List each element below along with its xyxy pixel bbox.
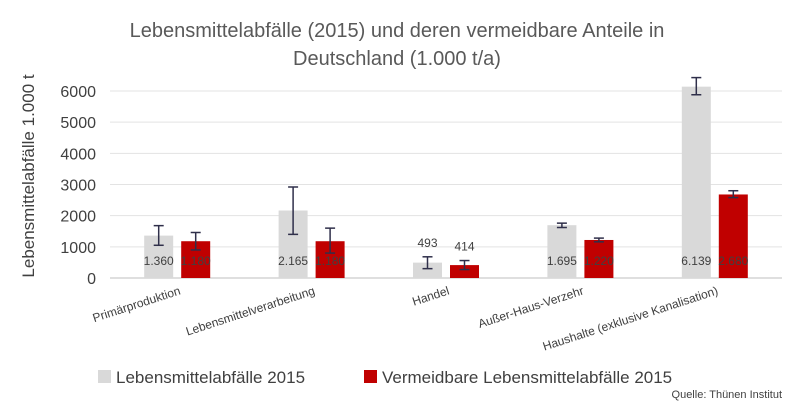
data-label-avoidable-1: 1.180 <box>315 254 345 268</box>
y-axis-ticks: 0 1000 2000 3000 4000 5000 6000 <box>60 84 96 288</box>
y-tick-label-6000: 6000 <box>60 84 96 101</box>
bar-avoidable-4 <box>718 194 748 278</box>
y-tick-label-1000: 1000 <box>60 240 96 257</box>
x-tick-label-0: Primärproduktion <box>91 284 182 326</box>
data-label-avoidable-2: 414 <box>454 240 474 254</box>
source-note: Quelle: Thünen Institut <box>672 389 782 401</box>
error-bars <box>153 76 739 271</box>
y-axis-label: Lebensmittelabfälle 1.000 t <box>19 74 38 277</box>
x-tick-label-3: Außer-Haus-Verzehr <box>476 284 585 331</box>
data-label-total-3: 1.695 <box>547 254 577 268</box>
legend-swatch-total <box>98 370 111 383</box>
legend: Lebensmittelabfälle 2015 Vermeidbare Leb… <box>98 368 672 387</box>
bar-total-4 <box>681 86 711 278</box>
y-tick-label-3000: 3000 <box>60 178 96 195</box>
y-tick-label-4000: 4000 <box>60 146 96 163</box>
data-label-total-2: 493 <box>417 236 437 250</box>
legend-swatch-avoidable <box>364 370 377 383</box>
x-tick-label-2: Handel <box>410 284 450 309</box>
data-label-total-1: 2.165 <box>278 254 308 268</box>
bar-total-3 <box>547 225 577 278</box>
data-label-avoidable-4: 2.680 <box>718 254 748 268</box>
data-label-avoidable-3: 1.220 <box>584 254 614 268</box>
gridlines <box>110 90 782 279</box>
bar-total-2 <box>413 262 442 278</box>
x-axis-ticks: Primärproduktion Lebensmittelverarbeitung… <box>91 284 720 354</box>
data-label-total-4: 6.139 <box>681 254 711 268</box>
data-labels: 1.360 1.180 2.165 1.180 493 414 1.695 1.220 6.13… <box>144 236 749 268</box>
legend-label-avoidable: Vermeidbare Lebensmittelabfälle 2015 <box>382 368 672 387</box>
y-tick-label-0: 0 <box>87 271 96 288</box>
y-tick-label-2000: 2000 <box>60 209 96 226</box>
legend-label-total: Lebensmittelabfälle 2015 <box>116 368 305 387</box>
bars <box>144 86 748 278</box>
bar-avoidable-3 <box>584 239 614 278</box>
chart-title-line-2: Deutschland (1.000 t/a) <box>293 48 501 70</box>
y-tick-label-5000: 5000 <box>60 115 96 132</box>
chart-title-line-1: Lebensmittelabfälle (2015) und deren ver… <box>130 20 665 42</box>
bar-avoidable-2 <box>450 265 479 278</box>
x-tick-label-1: Lebensmittelverarbeitung <box>184 284 316 339</box>
data-label-total-0: 1.360 <box>144 254 174 268</box>
data-label-avoidable-0: 1.180 <box>181 254 211 268</box>
